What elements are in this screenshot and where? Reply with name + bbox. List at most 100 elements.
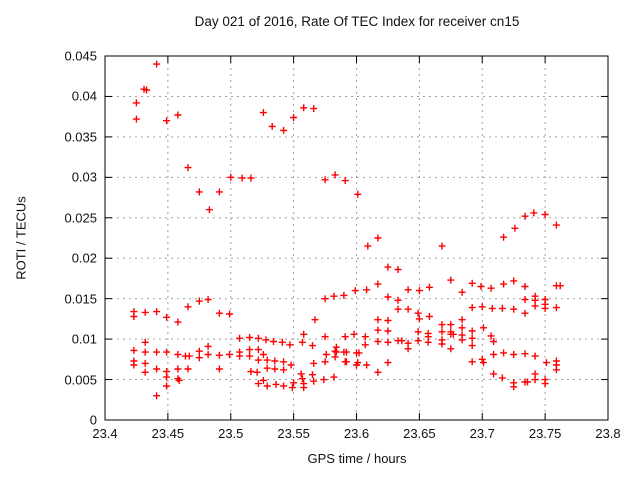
data-point-marker — [478, 355, 486, 363]
data-point-marker — [246, 334, 254, 341]
y-tick-label: 0.005 — [64, 372, 97, 388]
data-point-marker — [414, 328, 422, 336]
data-point-marker — [195, 188, 203, 196]
data-point-marker — [331, 353, 339, 361]
data-point-marker — [394, 305, 402, 313]
data-point-marker — [204, 342, 212, 350]
data-point-marker — [374, 280, 382, 288]
data-point-marker — [278, 338, 286, 346]
data-point-marker — [320, 376, 328, 384]
data-point-marker — [227, 173, 235, 181]
data-point-marker — [286, 341, 294, 349]
y-tick-label: 0.025 — [64, 210, 97, 226]
data-point-marker — [332, 348, 340, 356]
data-point-marker — [542, 359, 550, 367]
data-point-marker — [174, 351, 182, 358]
data-point-marker — [309, 342, 316, 350]
data-point-marker — [394, 296, 402, 304]
data-point-marker — [268, 122, 276, 130]
data-point-marker — [247, 368, 255, 375]
x-tick-label: 23.45 — [151, 426, 185, 441]
x-axis-title: GPS time / hours — [307, 451, 407, 466]
data-point-marker — [531, 370, 539, 378]
data-point-marker — [247, 174, 255, 182]
data-point-marker — [468, 327, 476, 335]
data-point-marker — [321, 333, 329, 341]
data-point-marker — [341, 333, 349, 341]
data-point-marker — [263, 364, 271, 372]
data-point-marker — [340, 291, 348, 299]
y-tick-label: 0.015 — [64, 291, 97, 307]
data-point-marker — [163, 348, 171, 356]
data-point-marker — [310, 105, 318, 113]
data-point-marker — [374, 326, 382, 334]
data-point-marker — [552, 221, 560, 229]
x-tick-label: 23.8 — [595, 426, 621, 441]
data-point-marker — [226, 351, 233, 358]
data-point-marker — [531, 302, 539, 310]
data-point-marker — [280, 126, 288, 134]
data-point-marker — [498, 304, 506, 312]
data-point-marker — [130, 361, 138, 369]
data-point-marker — [297, 370, 305, 378]
data-point-marker — [425, 313, 433, 320]
data-point-marker — [271, 365, 279, 373]
data-point-marker — [254, 356, 262, 364]
data-point-marker — [141, 308, 149, 316]
data-point-marker — [487, 332, 495, 340]
y-tick-label: 0.03 — [71, 169, 97, 185]
data-point-marker — [143, 86, 150, 94]
data-point-marker — [490, 338, 498, 345]
data-point-marker — [361, 333, 369, 341]
data-point-marker — [530, 209, 538, 217]
data-point-marker — [254, 334, 262, 342]
data-point-marker — [141, 338, 149, 346]
data-point-marker — [321, 295, 329, 303]
data-point-marker — [215, 365, 223, 373]
data-point-marker — [330, 373, 338, 381]
data-point-marker — [468, 342, 476, 350]
data-point-marker — [259, 351, 267, 358]
data-point-marker — [130, 346, 138, 354]
data-point-marker — [204, 296, 212, 303]
data-point-marker — [259, 376, 267, 384]
data-point-marker — [438, 328, 446, 336]
data-point-marker — [384, 338, 392, 346]
y-tick-label: 0.04 — [71, 88, 97, 104]
data-point-marker — [510, 305, 518, 313]
data-point-marker — [438, 242, 446, 250]
data-point-marker — [449, 330, 457, 338]
data-point-marker — [556, 282, 564, 290]
y-tick-label: 0.02 — [71, 250, 97, 266]
data-point-marker — [361, 341, 369, 349]
data-point-marker — [287, 361, 295, 369]
data-point-marker — [331, 171, 339, 179]
data-point-marker — [510, 277, 518, 285]
data-point-marker — [153, 308, 161, 316]
data-point-marker — [280, 358, 288, 366]
data-point-marker — [415, 315, 423, 323]
data-point-marker — [398, 337, 406, 345]
data-point-marker — [195, 354, 203, 362]
data-point-marker — [215, 309, 223, 317]
data-point-marker — [363, 286, 371, 294]
data-point-marker — [290, 379, 298, 387]
data-point-marker — [384, 317, 392, 324]
data-point-marker — [480, 324, 487, 332]
data-point-marker — [415, 287, 423, 295]
data-point-marker — [272, 380, 280, 388]
data-point-marker — [480, 359, 487, 367]
data-point-marker — [384, 359, 392, 367]
data-point-marker — [238, 174, 246, 182]
data-point-marker — [458, 288, 466, 296]
data-point-marker — [541, 380, 549, 388]
data-point-marker — [447, 321, 455, 329]
data-point-marker — [414, 309, 422, 317]
data-point-marker — [321, 358, 329, 366]
data-point-marker — [384, 327, 392, 335]
data-point-marker — [424, 338, 432, 346]
x-tick-label: 23.5 — [218, 426, 244, 441]
data-point-marker — [321, 176, 329, 184]
data-point-marker — [541, 304, 549, 312]
